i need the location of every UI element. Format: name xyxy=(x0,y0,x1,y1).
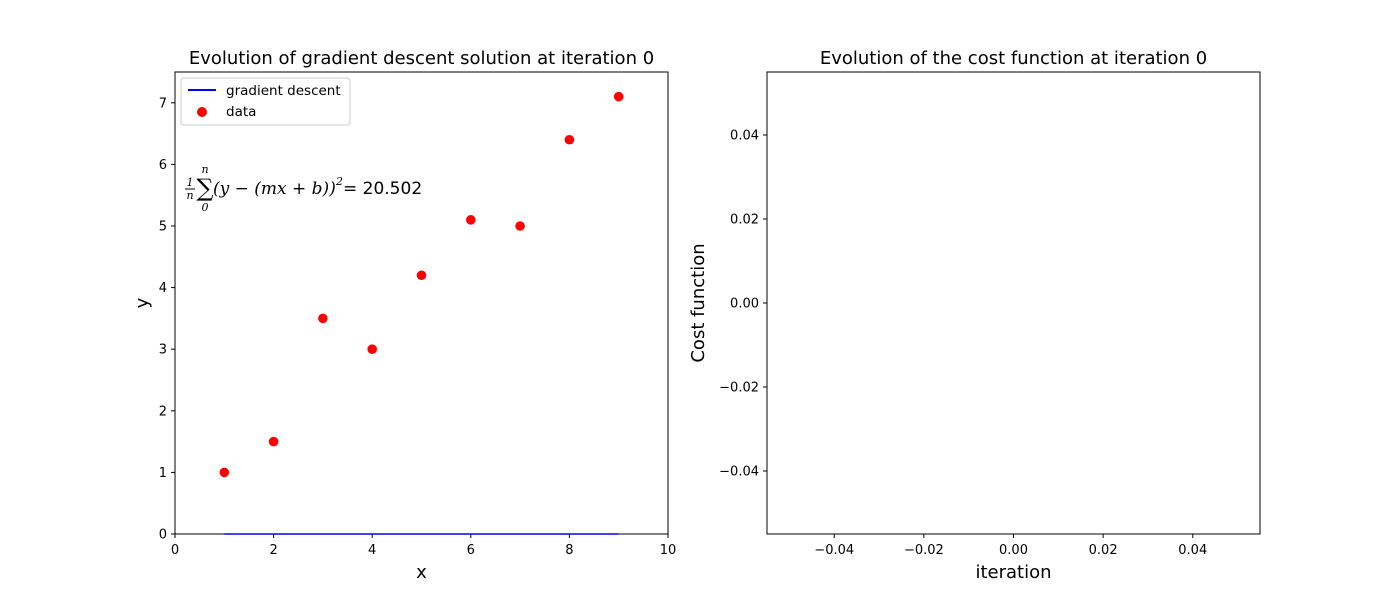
left-y-ticks: 0 1 2 3 4 5 6 7 xyxy=(159,96,175,543)
left-plot-area xyxy=(174,71,669,535)
data-point xyxy=(466,215,476,225)
right-y-tick-label: 0.00 xyxy=(730,297,759,312)
left-marks xyxy=(219,91,624,535)
data-point xyxy=(416,270,427,281)
left-y-tick-label: 7 xyxy=(159,96,167,111)
left-y-tick-label: 6 xyxy=(159,158,167,173)
legend-label-gradient-descent: gradient descent xyxy=(226,83,341,99)
annotation-frac-num: 1 xyxy=(187,176,194,189)
left-x-tick-label: 2 xyxy=(269,543,277,558)
left-y-tick-label: 3 xyxy=(159,343,167,358)
left-y-tick-label: 2 xyxy=(159,404,167,419)
right-x-tick-label: 0.04 xyxy=(1178,543,1207,558)
left-y-tick-label: 4 xyxy=(159,281,167,296)
legend-label-data: data xyxy=(226,104,256,120)
annotation-expression: (y − (mx + b)) xyxy=(213,179,336,199)
data-point xyxy=(367,344,378,355)
data-point xyxy=(613,91,624,102)
left-x-tick-label: 0 xyxy=(171,543,179,558)
right-y-tick-label: −0.04 xyxy=(719,465,759,480)
right-chart-title: Evolution of the cost function at iterat… xyxy=(820,48,1207,69)
right-x-axis-label: iteration xyxy=(975,562,1051,583)
annotation-sum-lower: 0 xyxy=(202,201,209,214)
annotation-power: 2 xyxy=(335,175,343,188)
annotation-frac-den: n xyxy=(186,189,193,202)
left-y-axis-label: y xyxy=(132,297,153,308)
left-y-tick-label: 5 xyxy=(159,220,167,235)
left-y-tick-label: 1 xyxy=(159,466,167,481)
cost-annotation: 1 n n ∑ 0 (y − (mx + b)) 2 = 20.502 xyxy=(185,163,422,214)
right-plot-area xyxy=(766,71,1261,535)
legend: gradient descent data xyxy=(180,77,351,126)
left-x-tick-label: 6 xyxy=(467,543,475,558)
right-y-tick-label: 0.04 xyxy=(730,129,759,144)
annotation-value: = 20.502 xyxy=(343,179,422,199)
gradient-descent-chart: Evolution of gradient descent solution a… xyxy=(132,48,676,583)
right-x-tick-label: 0.00 xyxy=(999,543,1028,558)
left-x-tick-label: 8 xyxy=(565,543,573,558)
data-point xyxy=(268,436,279,447)
legend-dot-swatch xyxy=(197,107,207,117)
right-y-axis-label: Cost function xyxy=(688,243,709,362)
legend-box xyxy=(180,77,351,126)
data-point xyxy=(515,221,525,231)
right-x-tick-label: −0.02 xyxy=(904,543,944,558)
annotation-sum-upper: n xyxy=(201,163,208,176)
right-y-tick-label: 0.02 xyxy=(730,213,759,228)
data-point xyxy=(318,313,328,324)
right-y-tick-label: −0.02 xyxy=(719,381,759,396)
right-x-tick-label: 0.02 xyxy=(1089,543,1118,558)
right-x-tick-label: −0.04 xyxy=(814,543,854,558)
left-x-tick-label: 4 xyxy=(368,543,376,558)
cost-function-chart: Evolution of the cost function at iterat… xyxy=(688,48,1261,583)
sigma-icon: ∑ xyxy=(196,174,213,202)
left-y-tick-label: 0 xyxy=(159,528,167,543)
left-chart-title: Evolution of gradient descent solution a… xyxy=(189,48,654,69)
right-y-ticks: −0.04 −0.02 0.00 0.02 0.04 xyxy=(719,129,767,480)
left-x-tick-label: 10 xyxy=(660,543,677,558)
data-point xyxy=(219,467,230,478)
left-x-ticks: 0 2 4 6 8 10 xyxy=(171,534,676,558)
left-x-axis-label: x xyxy=(416,562,427,583)
right-x-ticks: −0.04 −0.02 0.00 0.02 0.04 xyxy=(814,534,1207,558)
data-point xyxy=(564,134,575,145)
